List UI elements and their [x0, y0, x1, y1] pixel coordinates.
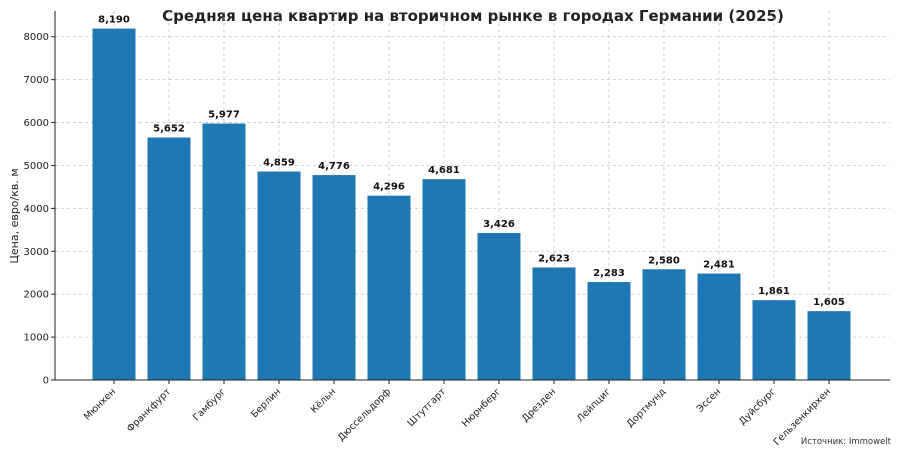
source-note: Источник: Immowelt — [801, 437, 892, 447]
bar-1 — [147, 137, 191, 380]
bars — [92, 28, 851, 381]
x-tick-label-2: Гамбург — [191, 386, 228, 423]
y-tick-label-8: 8000 — [24, 32, 49, 43]
x-axis-ticks: Мюнхен Франкфурт Гамбург Берлин КёльнДюссель… — [82, 380, 833, 448]
data-label-2: 5,977 — [208, 110, 240, 121]
data-label-6: 4,681 — [428, 165, 460, 176]
bar-4 — [312, 175, 356, 380]
y-tick-label-2: 2000 — [24, 290, 49, 301]
x-tick-label-8: Дрезден — [520, 386, 558, 424]
data-label-7: 3,426 — [483, 219, 515, 230]
bar-2 — [202, 123, 246, 381]
bar-5 — [367, 195, 411, 380]
data-label-0: 8,190 — [98, 15, 130, 26]
data-label-13: 1,605 — [813, 297, 845, 308]
bar-7 — [477, 233, 521, 380]
y-tick-label-7: 7000 — [24, 75, 49, 86]
data-label-4: 4,776 — [318, 161, 350, 172]
x-tick-label-7: Нюрнберг — [460, 386, 503, 429]
y-tick-label-5: 5000 — [24, 161, 49, 172]
y-tick-label-6: 6000 — [24, 118, 49, 129]
bar-0 — [92, 28, 136, 381]
bar-3 — [257, 171, 301, 380]
data-label-9: 2,283 — [593, 268, 625, 279]
y-axis-ticks: 0 1000 2000 3000 4000 5000 6000 7000 8000 — [24, 32, 55, 387]
x-tick-label-5: Дюссельдорф — [336, 386, 393, 443]
chart-title: Средняя цена квартир на вторичном рынке … — [162, 7, 784, 25]
x-tick-label-4: Кёльн — [309, 386, 338, 415]
bar-10 — [642, 269, 686, 380]
bar-12 — [752, 300, 796, 380]
data-label-10: 2,580 — [648, 255, 680, 266]
bar-9 — [587, 282, 631, 380]
data-label-1: 5,652 — [153, 123, 185, 134]
x-tick-label-9: Лейпциг — [575, 386, 613, 424]
y-tick-label-4: 4000 — [24, 204, 49, 215]
bar-11 — [697, 273, 741, 380]
x-tick-label-12: Дуйсбург — [737, 386, 778, 427]
x-tick-label-10: Дортмунд — [625, 386, 669, 430]
x-tick-label-1: Франкфурт — [125, 386, 174, 435]
bar-6 — [422, 179, 466, 380]
data-label-11: 2,481 — [703, 260, 735, 271]
data-label-5: 4,296 — [373, 182, 405, 193]
y-tick-label-1: 1000 — [24, 333, 49, 344]
x-tick-label-6: Штутгарт — [406, 386, 449, 429]
y-axis-label: Цена, евро/кв. м — [8, 168, 21, 263]
bar-13 — [807, 311, 851, 380]
x-tick-label-0: Мюнхен — [82, 386, 118, 422]
x-tick-label-3: Берлин — [249, 386, 283, 420]
bar-8 — [532, 267, 576, 380]
y-tick-label-0: 0 — [43, 376, 49, 387]
y-tick-label-3: 3000 — [24, 247, 49, 258]
data-label-12: 1,861 — [758, 286, 790, 297]
x-tick-label-11: Эссен — [695, 386, 723, 414]
data-label-3: 4,859 — [263, 158, 295, 169]
data-label-8: 2,623 — [538, 253, 570, 264]
data-labels: 8,190 5,652 5,977 4,859 4,776 4,296 4,681 3,426… — [98, 15, 845, 309]
